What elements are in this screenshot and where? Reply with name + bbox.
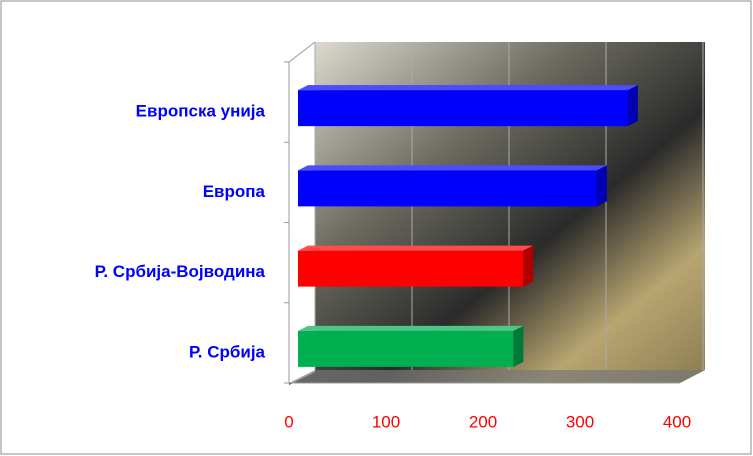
category-label: Р. Србија [189,342,266,361]
bar-front [298,330,514,367]
x-tick-label: 400 [663,412,691,431]
category-label: Р. Србија-Војводина [95,262,266,281]
bar-top [298,245,534,251]
bar-highlight [298,165,607,171]
bar-side [596,165,607,207]
x-tick-label: 100 [372,412,400,431]
bar-shade [523,245,534,287]
bar [298,245,534,287]
bar [298,85,638,127]
x-tick-label: 300 [566,412,594,431]
background-photo [289,42,705,385]
bar-highlight [298,85,638,91]
bar-top [298,165,607,171]
bar-shade [627,85,638,127]
category-label: Европска унија [136,102,266,121]
bar-shade [596,165,607,207]
bar-highlight [298,245,534,251]
bar-shade [513,325,524,367]
bar-top [298,85,638,91]
bar-top [298,325,524,331]
bar [298,165,607,207]
category-label: Европа [203,182,266,201]
bar-side [523,245,534,287]
bar-highlight [298,325,524,331]
bar-side [627,85,638,127]
bar [298,325,524,367]
floor [289,370,705,383]
x-tick-label: 0 [284,412,293,431]
x-tick-label: 200 [469,412,497,431]
bar-front [298,250,524,287]
bar-side [513,325,524,367]
bar-front [298,170,597,207]
axis-edge [288,41,316,63]
bar-front [298,90,628,127]
